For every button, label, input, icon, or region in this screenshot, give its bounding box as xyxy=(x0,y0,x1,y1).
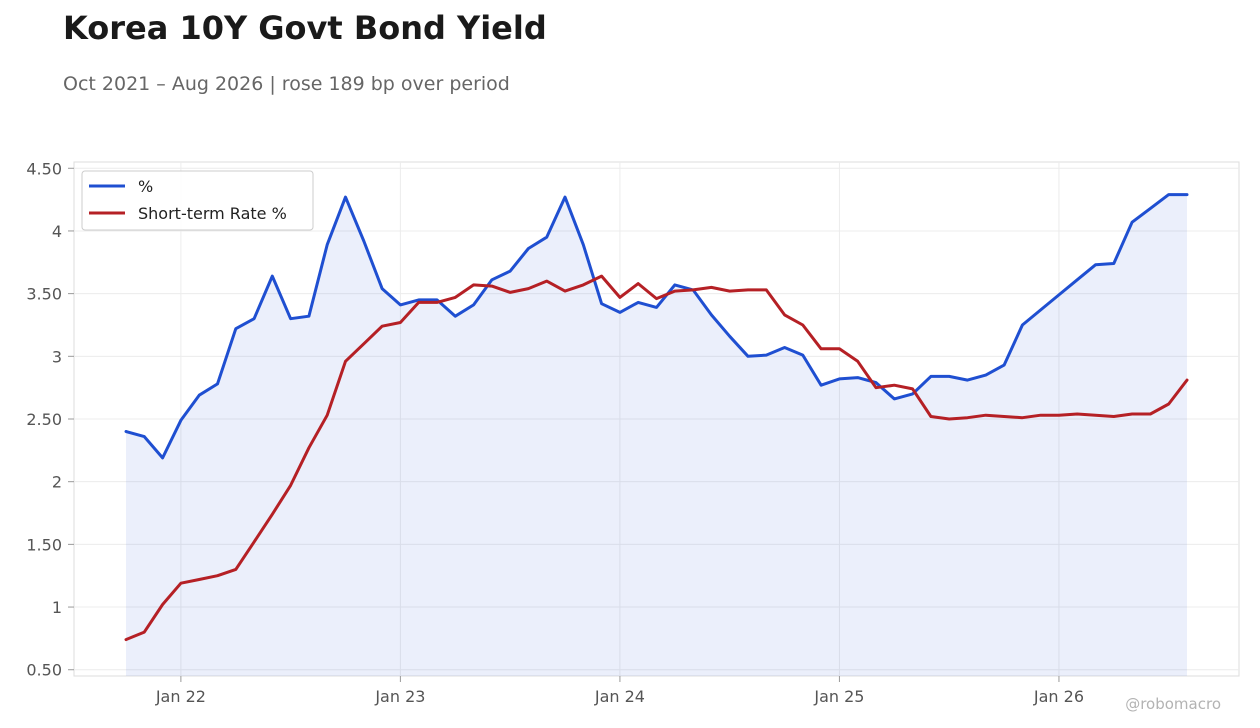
y-tick-label: 3 xyxy=(52,347,62,366)
x-tick-label: Jan 25 xyxy=(813,687,864,706)
grid xyxy=(74,162,1239,676)
y-tick-label: 1.50 xyxy=(26,535,62,554)
y-tick-label: 3.50 xyxy=(26,285,62,304)
page-title: Korea 10Y Govt Bond Yield xyxy=(63,9,547,47)
y-tick-label: 4.50 xyxy=(26,159,62,178)
y-tick-label: 0.50 xyxy=(26,661,62,680)
y-tick-label: 2 xyxy=(52,473,62,492)
watermark: @robomacro xyxy=(1125,695,1221,713)
x-tick-label: Jan 24 xyxy=(594,687,645,706)
series-lines xyxy=(124,193,1189,642)
legend-label-series-2: Short-term Rate % xyxy=(138,204,287,223)
series-1-line xyxy=(124,193,1189,460)
legend-label-series-1: % xyxy=(138,177,153,196)
y-tick-label: 1 xyxy=(52,598,62,617)
y-tick-label: 4 xyxy=(52,222,62,241)
y-tick-label: 2.50 xyxy=(26,410,62,429)
x-tick-label: Jan 22 xyxy=(155,687,206,706)
x-axis: Jan 22 Jan 23 Jan 24 Jan 25 Jan 26 xyxy=(155,676,1084,706)
legend-box xyxy=(81,170,314,231)
y-axis: 0.50 1 1.50 2 2.50 3 3.50 4 4.50 xyxy=(26,159,74,680)
series-2-line xyxy=(124,274,1189,642)
series-fills xyxy=(126,194,1187,676)
x-tick-label: Jan 23 xyxy=(374,687,425,706)
x-tick-label: Jan 26 xyxy=(1033,687,1084,706)
page-subtitle: Oct 2021 – Aug 2026 | rose 189 bp over p… xyxy=(63,73,510,95)
series-1-area xyxy=(126,194,1187,676)
legend: % Short-term Rate % xyxy=(81,170,314,231)
